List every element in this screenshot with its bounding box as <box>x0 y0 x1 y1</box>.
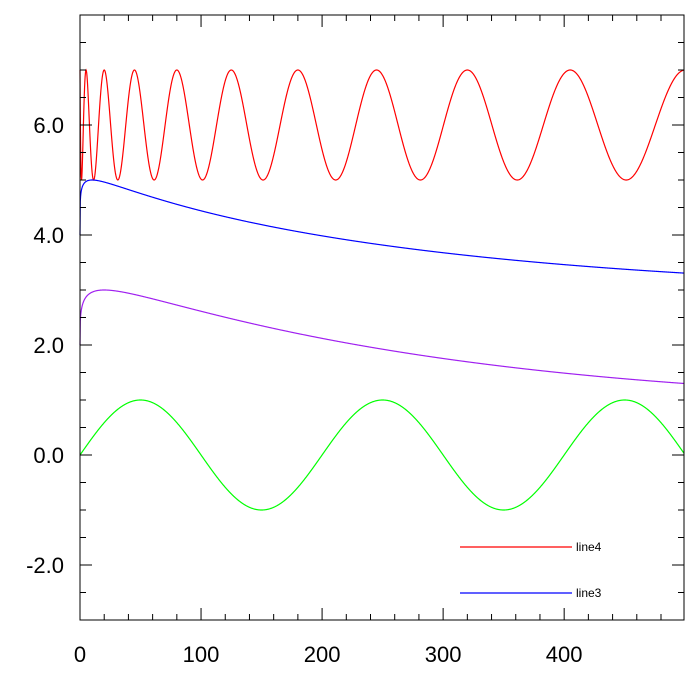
x-axis-tick-labels: 0 100 200 300 400 <box>74 642 583 667</box>
legend-label-line3: line3 <box>576 586 602 600</box>
series-group <box>79 68 685 511</box>
series-line-3 <box>79 289 685 385</box>
legend-label-line4: line4 <box>576 540 602 554</box>
plot-background <box>80 15 684 620</box>
legend: line4 line3 <box>460 540 602 600</box>
x-tick-label: 300 <box>425 642 462 667</box>
y-tick-label: 6.0 <box>33 113 64 138</box>
y-tick-label: 0.0 <box>33 443 64 468</box>
y-tick-label: 4.0 <box>33 223 64 248</box>
x-tick-label: 100 <box>183 642 220 667</box>
y-tick-label: -2.0 <box>26 553 64 578</box>
tick-marks <box>79 15 684 620</box>
x-tick-label: 400 <box>546 642 583 667</box>
x-tick-label: 0 <box>74 642 86 667</box>
x-tick-label: 200 <box>304 642 341 667</box>
y-tick-label: 2.0 <box>33 333 64 358</box>
series-line-2 <box>79 179 685 274</box>
series-line-1 <box>79 68 685 181</box>
y-axis-tick-labels: -2.0 0.0 2.0 4.0 6.0 <box>26 113 64 578</box>
series-line-4 <box>79 399 685 511</box>
